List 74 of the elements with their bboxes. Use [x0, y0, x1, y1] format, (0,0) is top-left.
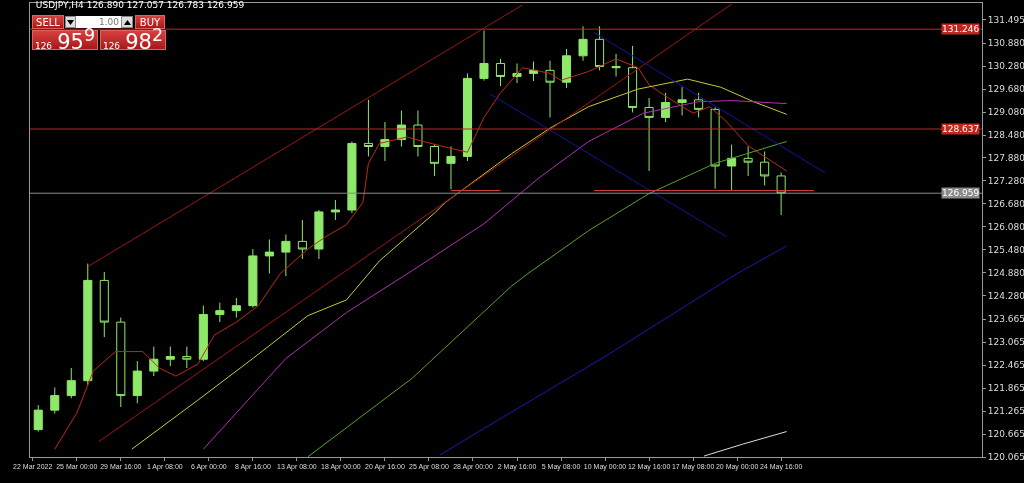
candlestick — [628, 45, 638, 113]
y-tick-label: 124.880 — [987, 267, 1024, 278]
candlestick — [710, 106, 720, 190]
y-tick-label: 123.065 — [987, 337, 1024, 348]
candlestick — [66, 367, 76, 399]
ref-line-label: 126.959 — [942, 188, 980, 198]
candlestick — [330, 199, 340, 221]
y-tick-label: 129.080 — [987, 107, 1024, 118]
candlestick — [99, 271, 109, 338]
candlestick — [314, 209, 324, 260]
y-tick-label: 127.880 — [987, 153, 1024, 164]
candlestick — [429, 144, 440, 177]
candlestick — [363, 99, 373, 157]
candlestick — [495, 58, 506, 87]
candlestick — [297, 219, 307, 260]
y-tick-label: 127.280 — [987, 176, 1024, 187]
sell-price-field: 126 95$^{9}$ — [32, 30, 98, 50]
y-tick-label: 126.080 — [987, 221, 1024, 232]
line-series — [202, 100, 788, 450]
candlestick — [760, 150, 770, 187]
candlestick — [33, 404, 43, 433]
buy-price-field: 126 98$^{2}$ — [100, 30, 166, 50]
candlestick — [231, 297, 241, 319]
line-series — [131, 78, 788, 450]
candlestick — [132, 360, 142, 404]
candlestick — [83, 263, 93, 386]
candlestick — [446, 145, 456, 190]
candlestick — [479, 30, 489, 82]
sell-button: SELL — [32, 15, 64, 29]
quantity-field: 1.00 — [76, 16, 121, 28]
y-tick-label: 120.065 — [987, 452, 1024, 463]
candlestick — [644, 97, 654, 172]
chart-title: USDJPY,H4 126.890 127.057 126.783 126.959 — [35, 0, 245, 11]
candlestick — [182, 346, 192, 369]
candlestick — [611, 53, 621, 77]
y-tick-label: 130.280 — [987, 61, 1024, 72]
y-tick-label: 130.880 — [987, 38, 1024, 49]
candlestick — [512, 62, 522, 84]
line-series — [307, 141, 788, 457]
y-tick-label: 124.280 — [987, 290, 1024, 301]
y-tick-label: 128.480 — [987, 130, 1024, 141]
candlestick — [578, 25, 588, 62]
y-tick-label: 121.865 — [987, 383, 1024, 394]
candlestick — [264, 238, 274, 275]
candlestick — [743, 145, 753, 177]
candlestick — [248, 248, 258, 309]
y-tick-label: 123.665 — [987, 314, 1024, 325]
candlestick — [462, 72, 473, 162]
y-tick-label: 120.665 — [987, 429, 1024, 440]
candlestick — [215, 302, 225, 323]
candlestick — [347, 141, 357, 214]
candlestick — [545, 60, 555, 118]
y-tick-label: 131.495 — [987, 14, 1024, 25]
y-tick-label: 122.465 — [987, 360, 1024, 371]
candlestick — [661, 92, 671, 123]
y-tick-label: 129.680 — [987, 84, 1024, 95]
candlestick — [528, 61, 539, 82]
candlestick — [677, 86, 687, 116]
y-tick-label: 125.480 — [987, 244, 1024, 255]
candlestick — [165, 346, 175, 367]
line-series — [439, 245, 788, 456]
candlestick — [595, 25, 605, 71]
candlestick — [50, 387, 60, 415]
candlestick — [198, 305, 208, 362]
candlestick — [776, 172, 786, 216]
ref-line-label: 128.637 — [942, 124, 980, 134]
candlestick — [116, 317, 126, 408]
candlestick — [727, 144, 737, 191]
y-tick-label: 121.265 — [987, 406, 1024, 417]
ref-line-label: 131.246 — [942, 24, 980, 34]
buy-button: BUY — [135, 15, 165, 29]
candlestick — [561, 48, 572, 89]
candlestick — [281, 234, 291, 277]
y-tick-label: 126.680 — [987, 199, 1024, 210]
